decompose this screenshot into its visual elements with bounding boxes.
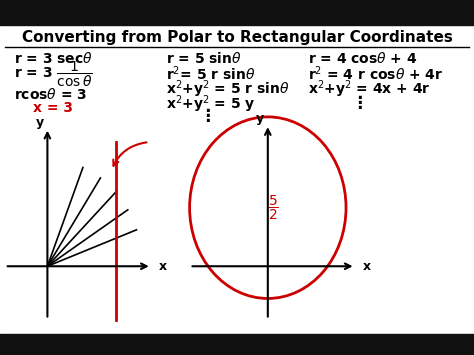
Text: r$^2$= 5 r sin$\theta$: r$^2$= 5 r sin$\theta$ [166,64,255,83]
Text: ⋮: ⋮ [199,108,216,125]
Text: r = 5 sin$\theta$: r = 5 sin$\theta$ [166,51,242,66]
Text: r = 3 $\dfrac{1}{\cos\theta}$: r = 3 $\dfrac{1}{\cos\theta}$ [14,60,93,89]
Text: x: x [363,260,371,273]
Text: r = 4 cos$\theta$ + 4: r = 4 cos$\theta$ + 4 [308,51,418,66]
Text: x = 3: x = 3 [33,101,73,115]
Text: x$^2$+y$^2$ = 5 y: x$^2$+y$^2$ = 5 y [166,94,255,115]
Text: r$^2$ = 4 r cos$\theta$ + 4r: r$^2$ = 4 r cos$\theta$ + 4r [308,64,443,83]
Text: x$^2$+y$^2$ = 5 r sin$\theta$: x$^2$+y$^2$ = 5 r sin$\theta$ [166,79,290,100]
Text: y: y [36,116,44,129]
Text: x: x [159,260,167,273]
Text: Converting from Polar to Rectangular Coordinates: Converting from Polar to Rectangular Coo… [21,30,453,45]
Text: x$^2$+y$^2$ = 4x + 4r: x$^2$+y$^2$ = 4x + 4r [308,79,431,100]
Text: ⋮: ⋮ [351,94,367,112]
Text: rcos$\theta$ = 3: rcos$\theta$ = 3 [14,87,87,102]
Text: $\dfrac{5}{2}$: $\dfrac{5}{2}$ [268,193,279,222]
Text: y: y [256,113,264,125]
Text: r = 3 sec$\theta$: r = 3 sec$\theta$ [14,51,93,66]
